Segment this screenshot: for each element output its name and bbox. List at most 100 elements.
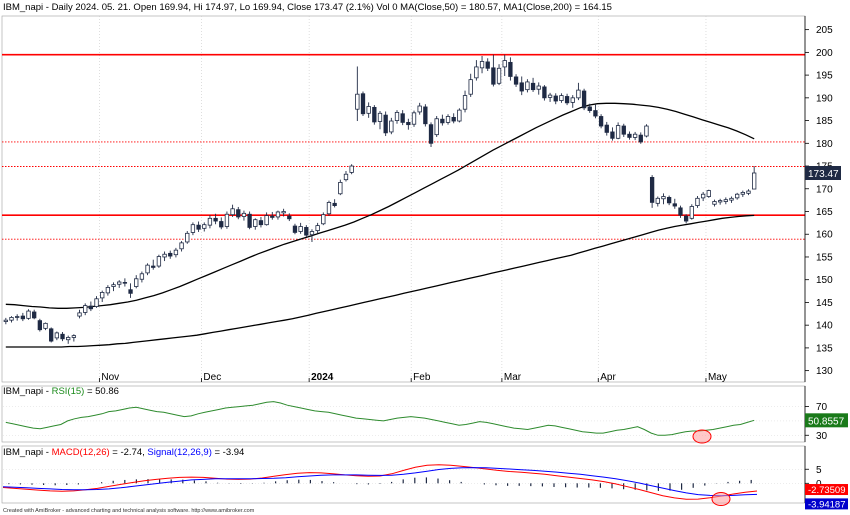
candle-up: [83, 305, 88, 313]
price-tick-label: 140: [816, 321, 833, 332]
candle-up: [570, 97, 575, 103]
candle-down: [451, 116, 456, 122]
candle-up: [309, 231, 315, 236]
candle-down: [610, 131, 615, 139]
rsi-y-axis: 30507050.8557: [804, 386, 848, 442]
macd-tick-label: 5: [816, 465, 822, 476]
macd-header-signal-value: = -3.94: [212, 447, 244, 458]
macd-pane: IBM_napi - MACD(12,26) = -2.74, Signal(1…: [1, 445, 848, 510]
candle-down: [508, 61, 513, 77]
candle-down: [542, 86, 547, 99]
candle-down: [219, 221, 224, 228]
candle-down: [292, 225, 298, 233]
horizontal-levels: [2, 53, 805, 240]
candle-down: [581, 90, 587, 109]
candle-up: [496, 67, 502, 84]
chart-header: IBM_napi - Daily 2024. 05. 21. Open 169.…: [3, 2, 612, 13]
candle-up: [298, 226, 303, 232]
candle-up: [15, 316, 20, 318]
candle-down: [383, 114, 388, 134]
candle-up: [735, 193, 740, 199]
rsi-header-value: = 50.86: [84, 386, 119, 397]
candle-up: [185, 232, 190, 243]
candle-up: [661, 196, 666, 200]
candle-up: [134, 278, 139, 287]
rsi-pane: IBM_napi - RSI(15) = 50.86 30507050.8557: [1, 385, 848, 444]
candle-down: [88, 305, 94, 310]
candle-up: [71, 335, 77, 338]
candles: [3, 54, 757, 344]
candle-up: [723, 199, 728, 202]
candle-up: [100, 292, 105, 299]
candle-down: [247, 213, 252, 228]
candle-up: [462, 95, 468, 110]
candle-down: [593, 110, 598, 117]
rsi-line: [5, 401, 755, 436]
candle-up: [576, 89, 581, 99]
candle-up: [615, 125, 621, 139]
candle-up: [632, 133, 638, 138]
candle-up: [54, 332, 60, 339]
candle-up: [253, 219, 258, 227]
candle-up: [457, 109, 462, 122]
rsi-header: IBM_napi - RSI(15) = 50.86: [3, 386, 119, 397]
candle-down: [49, 328, 54, 342]
candle-down: [553, 95, 558, 102]
candle-down: [604, 124, 609, 133]
candle-up: [474, 66, 479, 79]
candle-down: [587, 106, 592, 111]
candle-down: [638, 134, 643, 143]
price-tick-label: 155: [816, 252, 833, 263]
candle-up: [207, 217, 213, 226]
candle-down: [196, 224, 201, 230]
candle-up: [94, 298, 99, 307]
candle-up: [173, 249, 179, 256]
last-close-badge: 173.47: [805, 165, 841, 180]
rsi-header-prefix: IBM_napi -: [3, 386, 52, 397]
candle-down: [32, 311, 37, 319]
price-tick-label: 165: [816, 207, 833, 218]
candle-up: [275, 211, 281, 218]
candle-up: [66, 337, 71, 341]
candle-down: [287, 215, 292, 220]
candle-down: [530, 82, 536, 91]
candle-up: [145, 264, 150, 274]
rsi-header-name: RSI(15): [52, 386, 85, 397]
candle-down: [621, 125, 626, 135]
candle-up: [717, 200, 723, 203]
candle-up: [343, 173, 349, 181]
month-label: Dec: [203, 372, 221, 383]
candle-up: [389, 120, 394, 133]
candle-up: [139, 273, 145, 280]
candle-up: [559, 95, 564, 101]
candle-up: [479, 61, 485, 69]
ma200-line: [5, 214, 755, 348]
price-tick-label: 190: [816, 93, 833, 104]
macd-header-signal-name: Signal(12,26,9): [147, 447, 211, 458]
moving-averages: [5, 102, 755, 348]
candle-down: [491, 67, 496, 85]
macd-lines: [2, 464, 758, 500]
candle-up: [411, 112, 417, 125]
price-tick-label: 150: [816, 275, 833, 286]
price-tick-label: 200: [816, 48, 833, 59]
price-tick-label: 195: [816, 71, 833, 82]
rsi-tick-label: 30: [816, 431, 828, 442]
candle-down: [428, 124, 434, 144]
candle-up: [712, 201, 717, 205]
candle-down: [649, 177, 655, 203]
candle-up: [644, 125, 649, 137]
candle-down: [122, 282, 128, 284]
candle-up: [224, 213, 230, 227]
candle-down: [236, 209, 241, 218]
candle-down: [360, 93, 366, 115]
macd-series-line: [2, 464, 758, 500]
rsi-series-line: [5, 401, 755, 436]
candle-down: [678, 207, 683, 216]
candle-up: [366, 106, 371, 114]
candle-up: [752, 172, 757, 190]
month-label: Apr: [600, 372, 616, 383]
macd-highlight-circle: [711, 492, 731, 506]
rsi-pane-frame: [1, 385, 806, 443]
candle-up: [26, 310, 31, 319]
